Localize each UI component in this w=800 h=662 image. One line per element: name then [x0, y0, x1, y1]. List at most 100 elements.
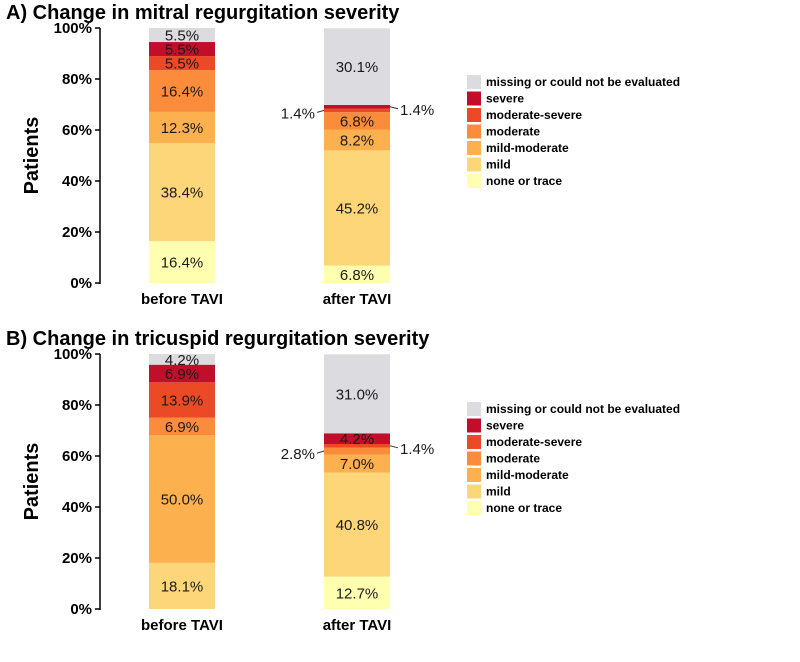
bar-segment-missing-or-could-not-be-evaluated: [149, 28, 215, 43]
bar-segment-mild-moderate: [149, 435, 215, 563]
bar-segment-mild: [149, 143, 215, 242]
x-tick-label: after TAVI: [323, 291, 392, 308]
bar-segment-mild: [149, 562, 215, 609]
legend-label: moderate-severe: [486, 435, 582, 449]
legend-swatch: [467, 108, 481, 122]
y-axis-label: Patients: [21, 117, 43, 195]
bar-segment-none-or-trace: [324, 265, 390, 283]
legend-label: mild-moderate: [486, 468, 569, 482]
data-label: 40.8%: [336, 517, 379, 534]
y-tick-label: 100%: [54, 346, 92, 363]
bar-segment-missing-or-could-not-be-evaluated: [324, 354, 390, 434]
legend-label: mild-moderate: [486, 141, 569, 155]
y-tick-label: 40%: [62, 499, 92, 516]
bar-segment-moderate: [324, 112, 390, 130]
bar-segment-mild: [324, 472, 390, 577]
bar-segment-moderate: [149, 70, 215, 112]
data-label: 16.4%: [161, 255, 204, 272]
y-tick-label: 100%: [54, 20, 92, 37]
data-label: 8.2%: [340, 132, 374, 149]
legend-label: missing or could not be evaluated: [486, 402, 680, 416]
data-label: 13.9%: [161, 393, 204, 410]
legend-label: missing or could not be evaluated: [486, 75, 680, 89]
legend-swatch: [467, 435, 481, 449]
data-label: 4.2%: [165, 352, 199, 369]
bar-segment-mild: [324, 150, 390, 266]
data-label: 16.4%: [161, 83, 204, 100]
bar-segment-severe: [324, 433, 390, 445]
y-tick-label: 0%: [70, 601, 92, 618]
data-label: 5.5%: [165, 56, 199, 73]
legend-swatch: [467, 157, 481, 172]
bar-segment-mild-moderate: [324, 129, 390, 151]
legend-swatch: [467, 418, 481, 433]
data-label: 2.8%: [281, 446, 315, 463]
bar-segment-moderate: [324, 447, 390, 455]
y-tick-label: 0%: [70, 275, 92, 292]
legend-label: mild: [486, 485, 511, 499]
legend-swatch: [467, 174, 481, 188]
y-tick-label: 60%: [62, 122, 92, 139]
data-label: 45.2%: [336, 201, 379, 218]
x-tick-label: before TAVI: [141, 291, 223, 308]
legend-label: none or trace: [486, 501, 562, 515]
y-tick-label: 60%: [62, 448, 92, 465]
data-label: 7.0%: [340, 456, 374, 473]
bar-segment-moderate-severe: [149, 56, 215, 71]
callout-line: [316, 450, 325, 454]
legend-swatch: [467, 91, 481, 106]
legend-swatch: [467, 124, 481, 139]
data-label: 12.3%: [161, 120, 204, 137]
bar-segment-severe: [149, 364, 215, 383]
data-label: 6.9%: [165, 366, 199, 383]
legend-swatch: [467, 75, 481, 89]
y-tick-label: 20%: [62, 224, 92, 241]
bar-segment-missing-or-could-not-be-evaluated: [324, 28, 390, 106]
legend: missing or could not be evaluated severe m…: [467, 402, 680, 515]
legend-label: mild: [486, 158, 511, 172]
bar-segment-none-or-trace: [324, 576, 390, 609]
data-label: 1.4%: [400, 102, 434, 119]
bar-segment-moderate: [149, 417, 215, 436]
bar-segment-missing-or-could-not-be-evaluated: [149, 354, 215, 365]
y-tick-label: 80%: [62, 397, 92, 414]
callout-line: [389, 106, 399, 110]
legend-label: moderate: [486, 452, 540, 466]
legend-label: moderate-severe: [486, 108, 582, 122]
bar-segment-moderate-severe: [324, 444, 390, 448]
data-label: 1.4%: [400, 441, 434, 458]
y-axis-label: Patients: [21, 443, 43, 521]
x-tick-label: after TAVI: [323, 617, 392, 634]
data-label: 50.0%: [161, 492, 204, 509]
legend-label: severe: [486, 419, 524, 433]
data-label: 1.4%: [281, 105, 315, 122]
legend-label: severe: [486, 92, 524, 106]
legend: missing or could not be evaluated severe m…: [467, 75, 680, 188]
panel-mitral: A) Change in mitral regurgitation severi…: [6, 2, 680, 308]
legend-label: none or trace: [486, 174, 562, 188]
data-label: 12.7%: [336, 585, 379, 602]
data-label: 4.2%: [340, 431, 374, 448]
y-tick-label: 20%: [62, 550, 92, 567]
data-label: 5.5%: [165, 28, 199, 45]
legend-swatch: [467, 468, 481, 482]
data-label: 6.8%: [340, 113, 374, 130]
legend-swatch: [467, 484, 481, 499]
data-label: 6.8%: [340, 267, 374, 284]
data-label: 18.1%: [161, 578, 204, 595]
data-label: 30.1%: [336, 59, 379, 76]
bar-segment-moderate-severe: [149, 382, 215, 418]
bar-segment-mild-moderate: [324, 454, 390, 473]
bar-segment-mild-moderate: [149, 111, 215, 144]
legend-swatch: [467, 501, 481, 515]
bar-segment-moderate-severe: [324, 108, 390, 113]
legend-swatch: [467, 141, 481, 155]
chart-title: B) Change in tricuspid regurgitation sev…: [6, 328, 430, 350]
x-tick-label: before TAVI: [141, 617, 223, 634]
chart-title: A) Change in mitral regurgitation severi…: [6, 2, 400, 24]
legend-swatch: [467, 451, 481, 466]
bar-segment-severe: [324, 105, 390, 109]
callout-line: [316, 109, 325, 113]
y-tick-label: 80%: [62, 71, 92, 88]
